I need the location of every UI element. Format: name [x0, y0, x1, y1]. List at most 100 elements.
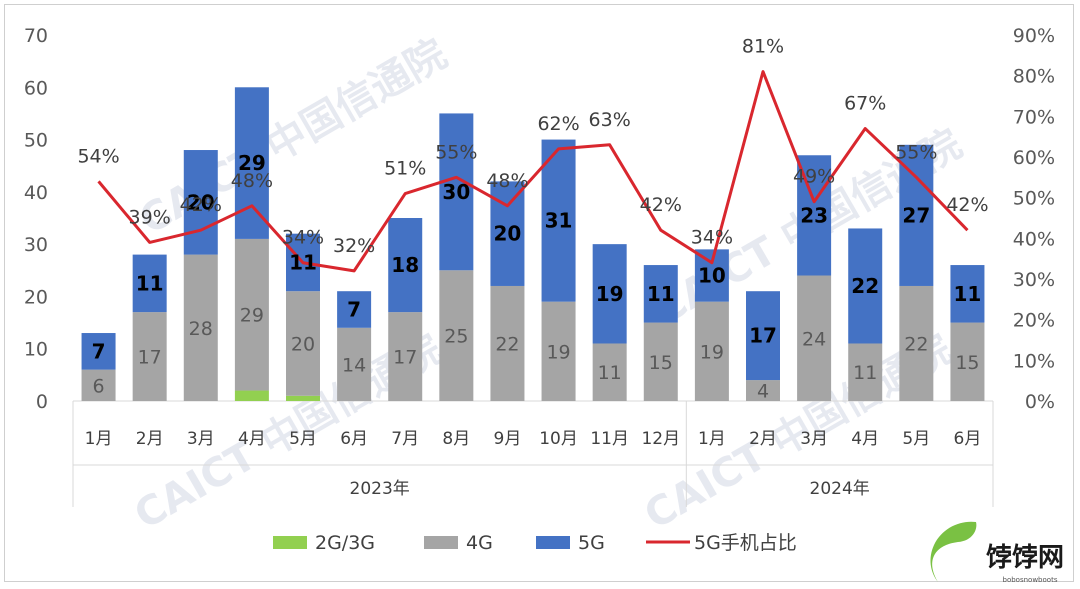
line-point-label: 55% [895, 141, 937, 163]
bar-4g [439, 270, 474, 401]
legend-label: 4G [466, 532, 493, 554]
line-point-label: 48% [231, 170, 273, 192]
bar-label-4g: 4 [757, 381, 769, 403]
bar-4g [81, 369, 116, 401]
x-tick-label: 11月 [590, 429, 629, 449]
line-point-label: 49% [793, 166, 835, 188]
bar-label-4g: 22 [904, 333, 928, 355]
x-tick-label: 7月 [391, 429, 419, 449]
y-left-tick: 40 [24, 182, 48, 204]
y-left-tick: 20 [24, 286, 48, 308]
bar-5g [81, 333, 116, 370]
line-point-label: 62% [537, 113, 579, 135]
line-point-label: 42% [946, 194, 988, 216]
bar-label-5g: 10 [698, 264, 726, 288]
bar-4g [337, 327, 372, 401]
y-left-tick: 30 [24, 234, 48, 256]
bar-label-5g: 7 [92, 339, 106, 363]
brand-name: 饽饽网 [986, 543, 1064, 573]
x-tick-label: 6月 [340, 429, 368, 449]
bar-label-5g: 17 [749, 324, 777, 348]
y-right-tick: 80% [1013, 66, 1055, 88]
bar-label-5g: 11 [289, 250, 317, 274]
bar-label-5g: 11 [647, 282, 675, 306]
x-tick-label: 2月 [749, 429, 777, 449]
bar-label-5g: 18 [391, 253, 419, 277]
x-tick-label: 5月 [902, 429, 930, 449]
bar-2g-3g [234, 390, 269, 401]
bar-5g [643, 265, 678, 323]
line-point-label: 39% [129, 206, 171, 228]
line-point-label: 48% [486, 170, 528, 192]
y-right-tick: 70% [1013, 106, 1055, 128]
y-left-tick: 10 [24, 339, 48, 361]
bar-5g [132, 254, 167, 313]
bar-label-4g: 19 [546, 341, 570, 363]
bar-4g [950, 322, 985, 401]
bar-4g [797, 275, 832, 401]
x-tick-label: 8月 [442, 429, 470, 449]
y-right-tick: 30% [1013, 269, 1055, 291]
bar-label-5g: 20 [187, 190, 215, 214]
bar-4g [541, 301, 576, 401]
bar-label-5g: 7 [347, 298, 361, 322]
x-tick-label: 10月 [539, 429, 578, 449]
bar-label-4g: 29 [240, 305, 264, 327]
bar-4g [388, 312, 423, 401]
bar-label-4g: 28 [189, 318, 213, 340]
legend-swatch [536, 536, 570, 549]
line-point-label: 63% [589, 109, 631, 131]
bar-4g [234, 238, 269, 391]
bar-5g [848, 228, 883, 344]
bar-label-5g: 29 [238, 151, 266, 175]
bar-label-4g: 15 [649, 352, 673, 374]
legend-label: 5G [578, 532, 605, 554]
line-point-label: 55% [435, 141, 477, 163]
x-tick-label: 3月 [800, 429, 828, 449]
bar-label-5g: 11 [954, 282, 982, 306]
x-tick-label: 1月 [85, 429, 113, 449]
brand-leaf-vein-icon [943, 547, 973, 579]
line-point-label: 34% [691, 227, 733, 249]
y-right-tick: 10% [1013, 350, 1055, 372]
bar-5g [183, 150, 218, 255]
line-point-label: 32% [333, 235, 375, 257]
bar-4g [183, 254, 218, 401]
bar-label-4g: 14 [342, 354, 366, 376]
bar-label-4g: 15 [955, 352, 979, 374]
legend-swatch [273, 536, 307, 549]
bar-4g [286, 291, 320, 396]
bar-label-4g: 6 [93, 375, 105, 397]
bar-4g [848, 343, 883, 401]
y-right-tick: 60% [1013, 147, 1055, 169]
x-tick-label: 5月 [289, 429, 317, 449]
x-tick-label: 1月 [698, 429, 726, 449]
x-tick-label: 3月 [187, 429, 215, 449]
bar-label-4g: 11 [853, 362, 877, 384]
y-left-tick: 60 [24, 77, 48, 99]
bar-label-5g: 31 [545, 209, 573, 233]
line-point-label: 34% [282, 227, 324, 249]
bar-5g [388, 218, 423, 313]
legend-label: 2G/3G [315, 532, 375, 554]
line-point-label: 67% [844, 93, 886, 115]
bar-label-4g: 25 [444, 326, 468, 348]
bar-5g [234, 87, 269, 239]
bar-4g [132, 312, 167, 401]
line-5g-share [97, 70, 969, 273]
x-group-label: 2024年 [810, 479, 870, 499]
y-left-tick: 50 [24, 130, 48, 152]
bar-label-5g: 22 [851, 274, 879, 298]
legend-label: 5G手机占比 [694, 532, 797, 554]
brand-leaf-icon [930, 521, 977, 582]
bar-label-4g: 20 [291, 333, 315, 355]
bar-5g [592, 244, 627, 344]
line-point-label: 54% [77, 145, 119, 167]
bar-5g [950, 265, 985, 323]
bar-label-5g: 30 [442, 180, 470, 204]
bar-4g [592, 343, 627, 401]
bar-label-5g: 27 [902, 203, 930, 227]
line-point-label: 51% [384, 158, 426, 180]
bar-label-5g: 23 [800, 203, 828, 227]
